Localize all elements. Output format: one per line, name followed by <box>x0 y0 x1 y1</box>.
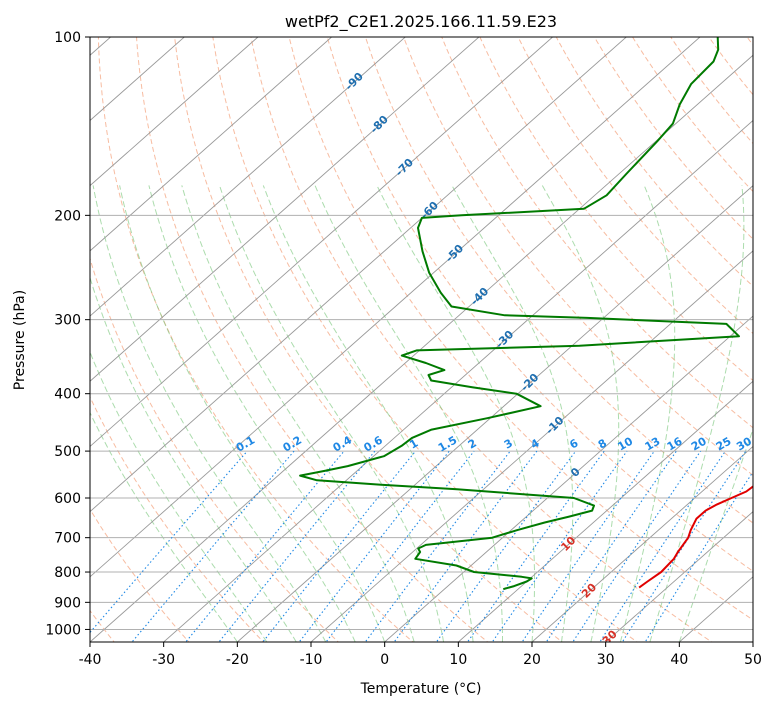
dry-adiabat <box>136 37 489 642</box>
moist-adiabat <box>119 185 356 642</box>
y-axis: 100 200 300 400 500 600 700 800 900 1000 <box>45 30 90 638</box>
dry-adiabat <box>403 37 753 476</box>
chart-title: wetPf2_C2E1.2025.166.11.59.E23 <box>285 12 557 32</box>
isotherm <box>90 54 753 642</box>
moist-adiabat <box>262 185 474 642</box>
x-tick-label: -40 <box>79 652 102 668</box>
isotherm <box>90 37 406 317</box>
plot-frame <box>89 36 754 643</box>
dry-adiabat <box>90 256 340 642</box>
moist-adiabat <box>90 275 297 642</box>
mixing-ratio-line <box>262 450 416 642</box>
dry-adiabat <box>174 37 564 642</box>
pressure-gridlines <box>90 37 753 630</box>
moist-adiabat <box>649 185 745 642</box>
x-tick-label: -30 <box>152 652 175 668</box>
x-tick-label: 30 <box>597 652 615 668</box>
dry-adiabat <box>479 37 753 382</box>
dry-adiabat <box>670 37 753 145</box>
x-tick-label: 20 <box>523 652 541 668</box>
dry-adiabat <box>631 37 753 193</box>
y-tick-label: 300 <box>54 313 81 329</box>
isotherm <box>90 37 480 382</box>
dry-adiabat <box>212 37 638 642</box>
isotherm <box>457 380 753 642</box>
temperature-profile <box>638 485 753 589</box>
dry-adiabat <box>441 37 753 429</box>
plot-area: 0.10.20.40.611.52346810131620253036-90-8… <box>90 37 754 642</box>
isotherm <box>90 37 627 513</box>
mixing-ratio-line <box>491 450 628 642</box>
mixing-ratio-label: 30 <box>734 434 754 453</box>
isotherm <box>90 37 701 578</box>
isotherm <box>90 37 259 187</box>
y-tick-label: 800 <box>54 565 81 581</box>
x-tick-label: 10 <box>449 652 467 668</box>
isotherm <box>236 185 753 642</box>
dry-adiabat <box>364 37 753 524</box>
isotherm <box>90 37 554 448</box>
mixing-ratio-line <box>466 450 605 642</box>
isotherm <box>383 315 753 642</box>
isotherm <box>162 119 753 642</box>
mixing-ratio-line <box>90 450 248 634</box>
y-tick-label: 1000 <box>45 622 81 638</box>
isotherm <box>310 250 753 642</box>
profile-series <box>299 37 753 591</box>
moist-adiabat <box>376 185 536 642</box>
mixing-ratio-line <box>599 450 726 642</box>
dry-adiabat <box>288 37 753 621</box>
x-axis-label: Temperature (°C) <box>360 681 482 697</box>
dry-adiabat <box>326 37 753 572</box>
mixing-ratio-line <box>218 450 376 642</box>
moist-adiabat <box>92 185 327 642</box>
moist-adiabat <box>678 427 753 642</box>
y-tick-label: 400 <box>54 387 81 403</box>
isotherm <box>531 445 753 642</box>
isotherms <box>90 37 753 642</box>
mixing-ratio-line <box>545 450 677 642</box>
moist-adiabat <box>148 185 386 642</box>
moist-adiabat <box>181 185 415 642</box>
y-tick-label: 200 <box>54 208 81 224</box>
dry-adiabat <box>90 395 265 642</box>
moist-adiabat <box>619 185 676 642</box>
y-tick-label: 100 <box>54 30 81 46</box>
y-tick-label: 900 <box>54 595 81 611</box>
dry-adiabat <box>593 37 753 240</box>
x-tick-label: 40 <box>670 652 688 668</box>
y-axis-label: Pressure (hPa) <box>12 290 28 390</box>
x-tick-label: 50 <box>744 652 762 668</box>
x-axis: -40 -30 -20 -10 0 10 20 30 40 50 <box>79 642 762 668</box>
mixing-ratio-line <box>521 450 655 642</box>
x-tick-label: 0 <box>380 652 389 668</box>
mixing-ratio-line <box>393 450 538 642</box>
mixing-ratio-line <box>325 450 475 642</box>
y-tick-label: 700 <box>54 531 81 547</box>
dry-adiabat <box>90 508 190 642</box>
x-tick-label: -20 <box>226 652 249 668</box>
mixing-ratio-line <box>572 450 702 642</box>
dry-adiabat <box>250 37 713 642</box>
mixing-ratio-line <box>621 450 747 642</box>
y-tick-label: 600 <box>54 491 81 507</box>
isotherm <box>90 37 333 252</box>
moist-adiabat <box>90 350 268 642</box>
moist-adiabat <box>451 185 574 642</box>
y-tick-label: 500 <box>54 444 81 460</box>
dewpoint-profile <box>299 37 740 591</box>
x-tick-label: -10 <box>300 652 323 668</box>
moist-adiabat <box>90 411 238 642</box>
isotherm <box>604 511 753 642</box>
